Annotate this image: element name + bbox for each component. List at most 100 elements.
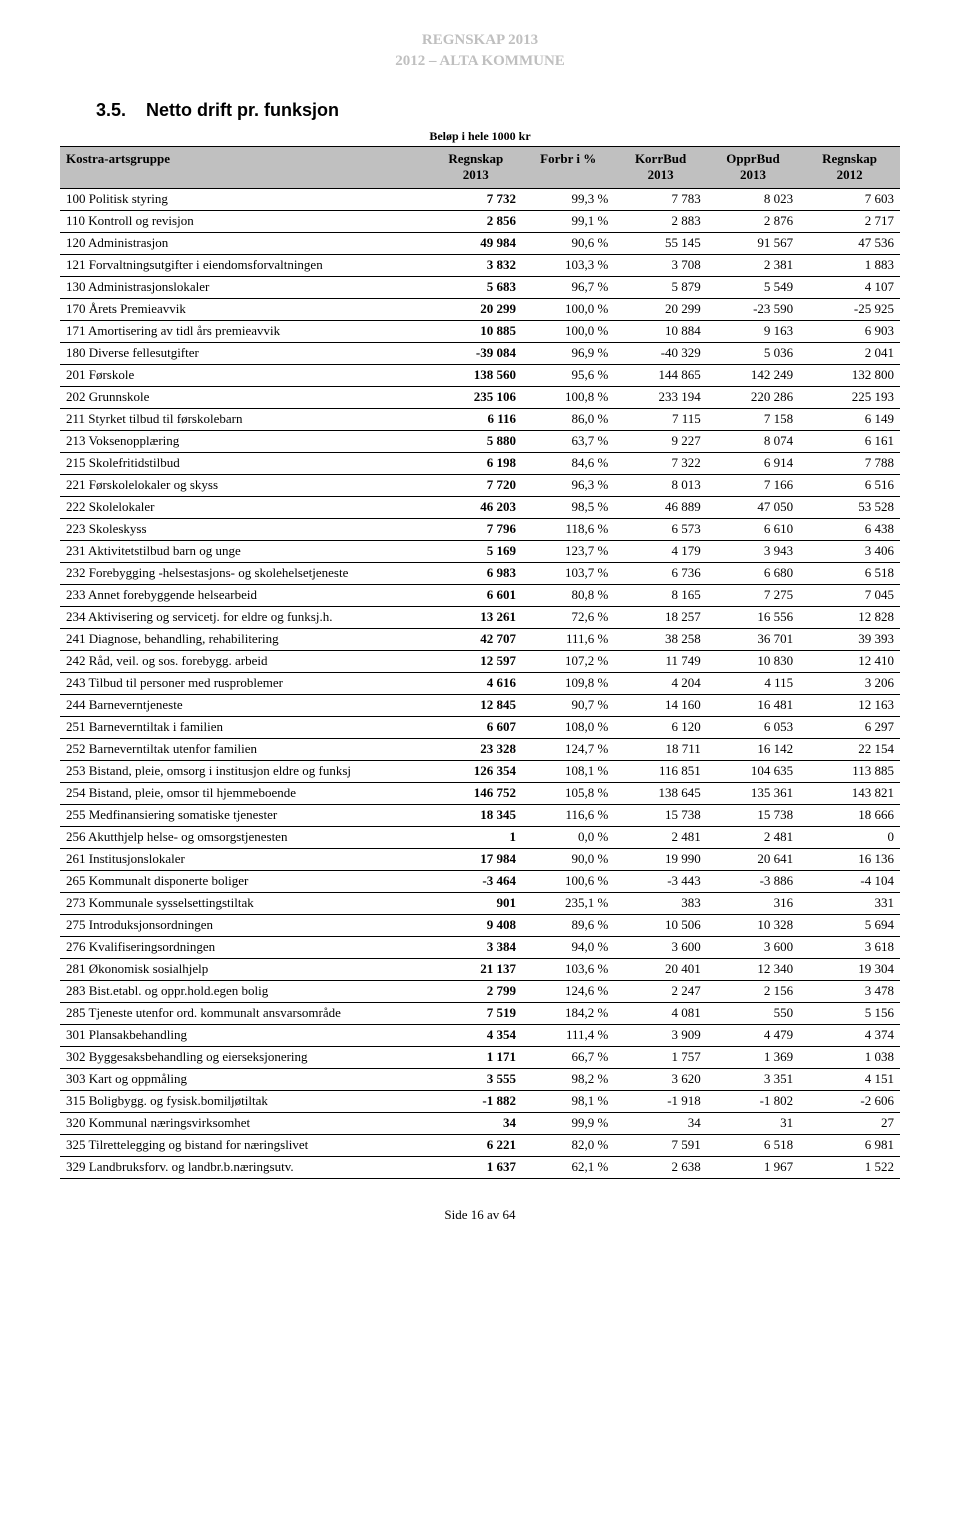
row-value: 3 708 (614, 254, 706, 276)
row-value: 109,8 % (522, 672, 614, 694)
row-value: 118,6 % (522, 518, 614, 540)
row-value: 142 249 (707, 364, 799, 386)
row-value: 12 828 (799, 606, 900, 628)
table-row: 255 Medfinansiering somatiske tjenester1… (60, 804, 900, 826)
row-value: 6 221 (430, 1134, 522, 1156)
table-row: 252 Barneverntiltak utenfor familien23 3… (60, 738, 900, 760)
row-label: 130 Administrasjonslokaler (60, 276, 430, 298)
row-value: -1 802 (707, 1090, 799, 1112)
row-value: 1 (430, 826, 522, 848)
row-value: 116,6 % (522, 804, 614, 826)
row-value: 49 984 (430, 232, 522, 254)
table-row: 231 Aktivitetstilbud barn og unge5 16912… (60, 540, 900, 562)
row-label: 232 Forebygging -helsestasjons- og skole… (60, 562, 430, 584)
row-value: 4 479 (707, 1024, 799, 1046)
row-value: 90,0 % (522, 848, 614, 870)
row-value: 1 637 (430, 1156, 522, 1178)
row-value: 6 601 (430, 584, 522, 606)
row-value: 98,1 % (522, 1090, 614, 1112)
row-value: 99,1 % (522, 210, 614, 232)
row-value: 3 351 (707, 1068, 799, 1090)
row-value: 7 788 (799, 452, 900, 474)
section-title-text: Netto drift pr. funksjon (146, 100, 339, 120)
row-value: 2 247 (614, 980, 706, 1002)
table-row: 201 Førskole138 56095,6 %144 865142 2491… (60, 364, 900, 386)
row-value: 20 641 (707, 848, 799, 870)
table-row: 265 Kommunalt disponerte boliger-3 46410… (60, 870, 900, 892)
row-value: -3 886 (707, 870, 799, 892)
row-value: 6 053 (707, 716, 799, 738)
row-label: 285 Tjeneste utenfor ord. kommunalt ansv… (60, 1002, 430, 1024)
row-value: 6 198 (430, 452, 522, 474)
row-value: 5 036 (707, 342, 799, 364)
row-label: 100 Politisk styring (60, 188, 430, 210)
row-value: 18 711 (614, 738, 706, 760)
table-row: 232 Forebygging -helsestasjons- og skole… (60, 562, 900, 584)
row-value: 1 038 (799, 1046, 900, 1068)
row-label: 215 Skolefritidstilbud (60, 452, 430, 474)
row-label: 276 Kvalifiseringsordningen (60, 936, 430, 958)
row-value: 135 361 (707, 782, 799, 804)
row-value: 47 050 (707, 496, 799, 518)
row-value: 3 618 (799, 936, 900, 958)
row-value: 2 481 (614, 826, 706, 848)
row-value: 7 732 (430, 188, 522, 210)
row-value: 2 717 (799, 210, 900, 232)
row-value: 7 519 (430, 1002, 522, 1024)
table-row: 285 Tjeneste utenfor ord. kommunalt ansv… (60, 1002, 900, 1024)
row-value: 6 438 (799, 518, 900, 540)
table-row: 301 Plansakbehandling4 354111,4 %3 9094 … (60, 1024, 900, 1046)
row-value: 55 145 (614, 232, 706, 254)
row-value: 235,1 % (522, 892, 614, 914)
row-label: 110 Kontroll og revisjon (60, 210, 430, 232)
table-row: 281 Økonomisk sosialhjelp21 137103,6 %20… (60, 958, 900, 980)
row-value: 8 074 (707, 430, 799, 452)
row-value: 95,6 % (522, 364, 614, 386)
column-header: Forbr i % (522, 147, 614, 189)
row-value: 7 796 (430, 518, 522, 540)
page-header: REGNSKAP 2013 2012 – ALTA KOMMUNE (60, 30, 900, 72)
row-label: 275 Introduksjonsordningen (60, 914, 430, 936)
row-value: 4 374 (799, 1024, 900, 1046)
row-value: 6 518 (707, 1134, 799, 1156)
table-row: 202 Grunnskole235 106100,8 %233 194220 2… (60, 386, 900, 408)
row-value: 1 883 (799, 254, 900, 276)
row-value: 38 258 (614, 628, 706, 650)
row-value: 4 204 (614, 672, 706, 694)
row-value: 12 163 (799, 694, 900, 716)
page-footer: Side 16 av 64 (60, 1207, 900, 1223)
row-value: 5 169 (430, 540, 522, 562)
row-value: 12 845 (430, 694, 522, 716)
row-value: 331 (799, 892, 900, 914)
row-value: -39 084 (430, 342, 522, 364)
table-row: 325 Tilrettelegging og bistand for nærin… (60, 1134, 900, 1156)
row-value: 39 393 (799, 628, 900, 650)
header-line-1: REGNSKAP 2013 (60, 30, 900, 51)
row-value: 16 142 (707, 738, 799, 760)
row-value: 7 591 (614, 1134, 706, 1156)
table-row: 233 Annet forebyggende helsearbeid6 6018… (60, 584, 900, 606)
row-value: 2 638 (614, 1156, 706, 1178)
row-value: 1 369 (707, 1046, 799, 1068)
netto-drift-table: Kostra-artsgruppeRegnskap2013Forbr i %Ko… (60, 146, 900, 1179)
row-value: 72,6 % (522, 606, 614, 628)
row-value: 86,0 % (522, 408, 614, 430)
table-row: 244 Barneverntjeneste12 84590,7 %14 1601… (60, 694, 900, 716)
row-value: 63,7 % (522, 430, 614, 452)
row-value: 82,0 % (522, 1134, 614, 1156)
row-value: 143 821 (799, 782, 900, 804)
row-label: 231 Aktivitetstilbud barn og unge (60, 540, 430, 562)
table-row: 213 Voksenopplæring5 88063,7 %9 2278 074… (60, 430, 900, 452)
section-number: 3.5. (96, 100, 126, 120)
row-value: 2 041 (799, 342, 900, 364)
row-label: 252 Barneverntiltak utenfor familien (60, 738, 430, 760)
row-value: 108,0 % (522, 716, 614, 738)
row-value: 2 381 (707, 254, 799, 276)
row-value: 116 851 (614, 760, 706, 782)
row-value: 42 707 (430, 628, 522, 650)
row-label: 301 Plansakbehandling (60, 1024, 430, 1046)
row-label: 303 Kart og oppmåling (60, 1068, 430, 1090)
row-value: 18 666 (799, 804, 900, 826)
row-value: 7 275 (707, 584, 799, 606)
header-line-2: 2012 – ALTA KOMMUNE (60, 51, 900, 72)
